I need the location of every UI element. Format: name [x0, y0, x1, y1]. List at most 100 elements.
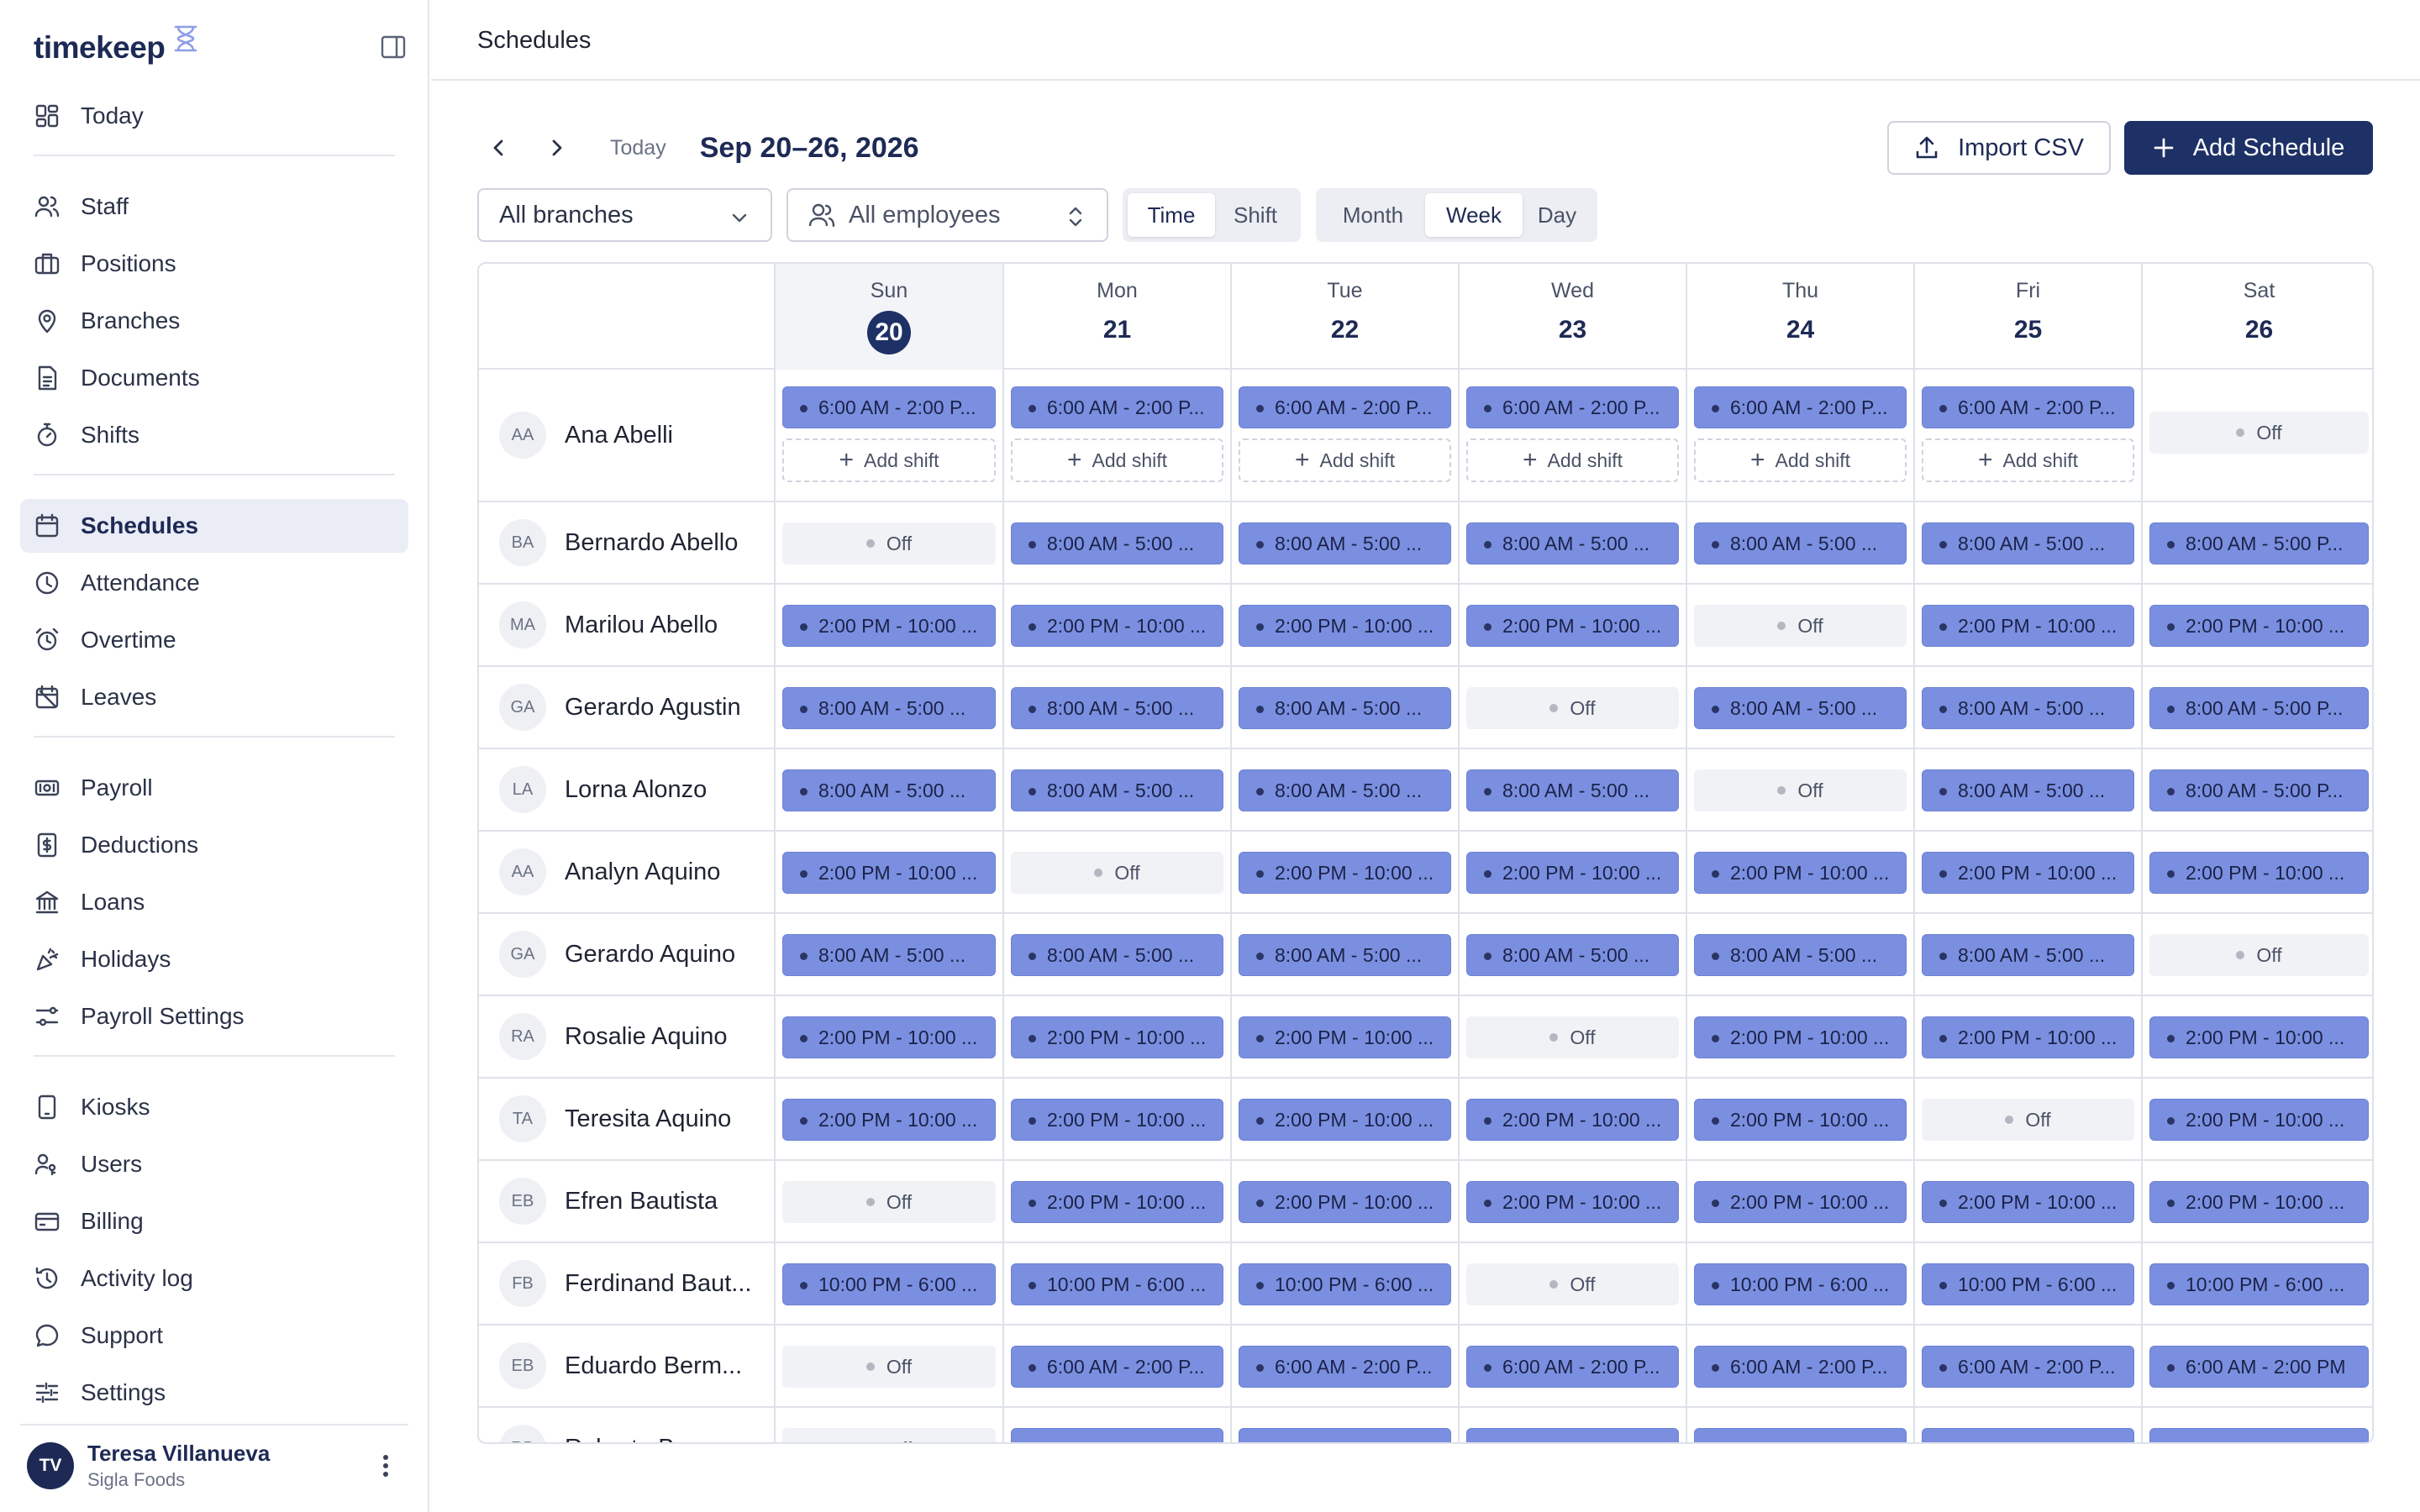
- sidebar-item-loans[interactable]: Loans: [20, 875, 408, 929]
- schedule-cell[interactable]: 2:00 PM - 10:00 ...: [774, 585, 1002, 665]
- schedule-cell[interactable]: 8:00 AM - 5:00 ...: [774, 914, 1002, 995]
- shift-block[interactable]: 2:00 PM - 10:00 ...: [2149, 605, 2369, 647]
- shift-block[interactable]: 8:00 AM - 5:00 ...: [1011, 769, 1223, 811]
- schedule-cell[interactable]: 2:00 PM - 10:00 ...: [1686, 996, 1913, 1077]
- employee-cell[interactable]: LA Lorna Alonzo: [479, 749, 774, 830]
- employee-cell[interactable]: FB Ferdinand Baut...: [479, 1243, 774, 1324]
- shift-block[interactable]: 8:00 AM - 5:00 ...: [1239, 934, 1451, 976]
- schedule-cell[interactable]: 6:00 AM - 2:00 P...: [1002, 1326, 1230, 1406]
- shift-block[interactable]: 8:00 AM - 5:00 ...: [1239, 522, 1451, 564]
- schedule-cell[interactable]: 2:00 PM - 10:00 ...: [2141, 1161, 2372, 1242]
- employee-cell[interactable]: BA Bernardo Abello: [479, 502, 774, 583]
- shift-block[interactable]: 8:00 AM - 5:00 ...: [782, 687, 996, 729]
- schedule-cell[interactable]: 8:00 AM - 5:00 ...: [774, 749, 1002, 830]
- shift-block[interactable]: 2:00 PM - 10:00 ...: [1694, 852, 1907, 894]
- day-off-chip[interactable]: Off: [1694, 769, 1907, 811]
- shift-block[interactable]: 2:00 PM - 10:00 ...: [1922, 1181, 2134, 1223]
- schedule-cell[interactable]: 6:00 AM - 2:00 P...: [1458, 1408, 1686, 1442]
- shift-block[interactable]: 6:00 AM - 2:00 P...: [1011, 1346, 1223, 1388]
- schedule-cell[interactable]: 8:00 AM - 5:00 ...: [1913, 914, 2141, 995]
- employee-cell[interactable]: GA Gerardo Agustin: [479, 667, 774, 748]
- schedule-cell[interactable]: 2:00 PM - 10:00 ...: [1458, 585, 1686, 665]
- sidebar-item-users[interactable]: Users: [20, 1137, 408, 1191]
- employee-cell[interactable]: EB Efren Bautista: [479, 1161, 774, 1242]
- sidebar-item-payroll[interactable]: Payroll: [20, 761, 408, 815]
- schedule-cell[interactable]: 6:00 AM - 2:00 P...: [1002, 1408, 1230, 1442]
- sidebar-item-leaves[interactable]: Leaves: [20, 670, 408, 724]
- branch-select[interactable]: All branches: [477, 188, 772, 242]
- schedule-cell[interactable]: 6:00 AM - 2:00 P... + Add shift: [1913, 370, 2141, 501]
- shift-block[interactable]: 8:00 AM - 5:00 ...: [1466, 769, 1679, 811]
- sidebar-collapse-button[interactable]: [378, 32, 408, 62]
- shift-block[interactable]: 10:00 PM - 6:00 ...: [1239, 1263, 1451, 1305]
- schedule-cell[interactable]: 2:00 PM - 10:00 ...: [1458, 1079, 1686, 1159]
- schedule-cell[interactable]: 2:00 PM - 10:00 ...: [1913, 832, 2141, 912]
- schedule-cell[interactable]: Off: [774, 1408, 1002, 1442]
- shift-block[interactable]: 2:00 PM - 10:00 ...: [1239, 852, 1451, 894]
- day-off-chip[interactable]: Off: [1466, 1263, 1679, 1305]
- sidebar-item-settings[interactable]: Settings: [20, 1366, 408, 1420]
- schedule-cell[interactable]: 8:00 AM - 5:00 ...: [1458, 749, 1686, 830]
- shift-block[interactable]: 6:00 AM - 2:00 P...: [782, 386, 996, 428]
- add-shift-button[interactable]: + Add shift: [782, 438, 996, 482]
- sidebar-item-billing[interactable]: Billing: [20, 1194, 408, 1248]
- add-schedule-button[interactable]: Add Schedule: [2124, 121, 2373, 175]
- shift-block[interactable]: 2:00 PM - 10:00 ...: [1694, 1099, 1907, 1141]
- shift-block[interactable]: 8:00 AM - 5:00 ...: [782, 769, 996, 811]
- schedule-cell[interactable]: 2:00 PM - 10:00 ...: [1686, 1161, 1913, 1242]
- shift-block[interactable]: 2:00 PM - 10:00 ...: [782, 1099, 996, 1141]
- schedule-cell[interactable]: 6:00 AM - 2:00 P...: [1230, 1408, 1458, 1442]
- schedule-cell[interactable]: Off: [774, 502, 1002, 583]
- schedule-cell[interactable]: 8:00 AM - 5:00 ...: [1458, 914, 1686, 995]
- day-off-chip[interactable]: Off: [782, 1346, 996, 1388]
- schedule-cell[interactable]: Off: [1458, 1243, 1686, 1324]
- view-tab-shift[interactable]: Shift: [1233, 202, 1278, 228]
- range-tab-month[interactable]: Month: [1342, 202, 1404, 228]
- schedule-cell[interactable]: 2:00 PM - 10:00 ...: [2141, 585, 2372, 665]
- shift-block[interactable]: 6:00 AM - 2:00 P...: [1466, 1428, 1679, 1442]
- schedule-cell[interactable]: 2:00 PM - 10:00 ...: [1230, 832, 1458, 912]
- schedule-cell[interactable]: 8:00 AM - 5:00 P...: [2141, 667, 2372, 748]
- schedule-cell[interactable]: 8:00 AM - 5:00 ...: [1230, 914, 1458, 995]
- shift-block[interactable]: 10:00 PM - 6:00 ...: [2149, 1263, 2369, 1305]
- schedule-cell[interactable]: 2:00 PM - 10:00 ...: [1913, 585, 2141, 665]
- shift-block[interactable]: 6:00 AM - 2:00 P...: [1239, 386, 1451, 428]
- shift-block[interactable]: 6:00 AM - 2:00 PM: [2149, 1428, 2369, 1442]
- schedule-cell[interactable]: 6:00 AM - 2:00 PM: [2141, 1408, 2372, 1442]
- employee-select[interactable]: All employees: [786, 188, 1108, 242]
- add-shift-button[interactable]: + Add shift: [1239, 438, 1451, 482]
- shift-block[interactable]: 6:00 AM - 2:00 P...: [1922, 386, 2134, 428]
- schedule-cell[interactable]: 2:00 PM - 10:00 ...: [2141, 832, 2372, 912]
- schedule-cell[interactable]: 8:00 AM - 5:00 ...: [774, 667, 1002, 748]
- previous-week-button[interactable]: [477, 126, 521, 170]
- sidebar-item-deductions[interactable]: Deductions: [20, 818, 408, 872]
- shift-block[interactable]: 8:00 AM - 5:00 P...: [2149, 687, 2369, 729]
- schedule-cell[interactable]: Off: [1458, 996, 1686, 1077]
- schedule-cell[interactable]: 6:00 AM - 2:00 P...: [1230, 1326, 1458, 1406]
- sidebar-item-documents[interactable]: Documents: [20, 351, 408, 405]
- sidebar-item-payroll-settings[interactable]: Payroll Settings: [20, 990, 408, 1043]
- shift-block[interactable]: 2:00 PM - 10:00 ...: [1466, 605, 1679, 647]
- schedule-cell[interactable]: 8:00 AM - 5:00 ...: [1002, 667, 1230, 748]
- shift-block[interactable]: 2:00 PM - 10:00 ...: [1011, 605, 1223, 647]
- schedule-cell[interactable]: Off: [774, 1326, 1002, 1406]
- range-tab-week[interactable]: Week: [1425, 193, 1523, 237]
- shift-block[interactable]: 2:00 PM - 10:00 ...: [1466, 1181, 1679, 1223]
- day-off-chip[interactable]: Off: [782, 1428, 996, 1442]
- schedule-cell[interactable]: 2:00 PM - 10:00 ...: [1002, 1079, 1230, 1159]
- shift-block[interactable]: 6:00 AM - 2:00 P...: [1466, 386, 1679, 428]
- shift-block[interactable]: 6:00 AM - 2:00 P...: [1694, 386, 1907, 428]
- shift-block[interactable]: 2:00 PM - 10:00 ...: [1011, 1181, 1223, 1223]
- shift-block[interactable]: 8:00 AM - 5:00 ...: [1922, 522, 2134, 564]
- shift-block[interactable]: 2:00 PM - 10:00 ...: [2149, 852, 2369, 894]
- day-off-chip[interactable]: Off: [2149, 412, 2369, 454]
- shift-block[interactable]: 6:00 AM - 2:00 P...: [1239, 1346, 1451, 1388]
- shift-block[interactable]: 8:00 AM - 5:00 ...: [782, 934, 996, 976]
- day-off-chip[interactable]: Off: [782, 522, 996, 564]
- shift-block[interactable]: 6:00 AM - 2:00 P...: [1466, 1346, 1679, 1388]
- schedule-cell[interactable]: Off: [1913, 1079, 2141, 1159]
- shift-block[interactable]: 6:00 AM - 2:00 P...: [1694, 1428, 1907, 1442]
- shift-block[interactable]: 2:00 PM - 10:00 ...: [1466, 852, 1679, 894]
- shift-block[interactable]: 2:00 PM - 10:00 ...: [782, 605, 996, 647]
- schedule-cell[interactable]: 8:00 AM - 5:00 ...: [1230, 502, 1458, 583]
